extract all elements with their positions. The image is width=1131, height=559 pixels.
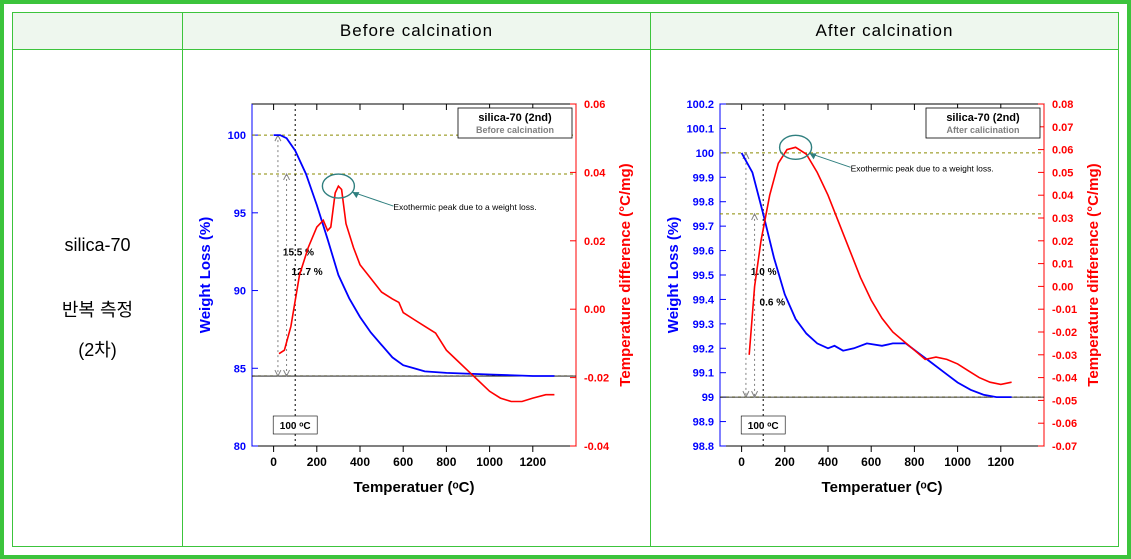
svg-text:800: 800 bbox=[436, 455, 456, 469]
svg-text:0.03: 0.03 bbox=[1052, 213, 1073, 225]
svg-text:99.1: 99.1 bbox=[692, 367, 713, 379]
chart-svg-after: 0 200 400 600 800 1000 1200 98.8 98.9 99 99.1 99.2 9… bbox=[660, 86, 1110, 506]
svg-text:-0.01: -0.01 bbox=[1052, 304, 1077, 316]
svg-text:Before calcination: Before calcination bbox=[475, 125, 553, 135]
svg-text:0.05: 0.05 bbox=[1052, 167, 1073, 179]
svg-text:0.6 %: 0.6 % bbox=[759, 297, 785, 308]
svg-text:99.3: 99.3 bbox=[692, 318, 713, 330]
svg-text:80: 80 bbox=[233, 441, 245, 453]
svg-text:0.06: 0.06 bbox=[584, 99, 605, 111]
svg-text:95: 95 bbox=[233, 207, 245, 219]
svg-text:Temperatuer (ᵒC): Temperatuer (ᵒC) bbox=[821, 479, 942, 496]
svg-text:Temperatuer (ᵒC): Temperatuer (ᵒC) bbox=[353, 479, 474, 496]
cell-before: 0 200 400 600 800 1000 1200 80 85 90 95 100 -0.04 -0.… bbox=[183, 50, 651, 547]
svg-text:-0.02: -0.02 bbox=[1052, 327, 1077, 339]
svg-text:99.2: 99.2 bbox=[692, 343, 713, 355]
svg-text:99.9: 99.9 bbox=[692, 172, 713, 184]
svg-text:99.6: 99.6 bbox=[692, 245, 713, 257]
row-label-line2: 반복 측정 bbox=[17, 291, 178, 331]
svg-text:-0.06: -0.06 bbox=[1052, 418, 1077, 430]
svg-text:200: 200 bbox=[306, 455, 326, 469]
svg-text:Temperature difference (°C/mg): Temperature difference (°C/mg) bbox=[617, 163, 634, 386]
cell-after: 0 200 400 600 800 1000 1200 98.8 98.9 99 99.1 99.2 9… bbox=[651, 50, 1119, 547]
svg-text:-0.05: -0.05 bbox=[1052, 395, 1077, 407]
svg-text:silica-70 (2nd): silica-70 (2nd) bbox=[478, 112, 552, 124]
svg-text:0.04: 0.04 bbox=[584, 167, 606, 179]
svg-text:90: 90 bbox=[233, 285, 245, 297]
chart-after: 0 200 400 600 800 1000 1200 98.8 98.9 99 99.1 99.2 9… bbox=[660, 86, 1110, 506]
row-label-cell: silica-70 반복 측정 (2차) bbox=[13, 50, 183, 547]
svg-text:800: 800 bbox=[904, 455, 924, 469]
svg-text:600: 600 bbox=[393, 455, 413, 469]
svg-text:0.01: 0.01 bbox=[1052, 258, 1073, 270]
svg-text:0.08: 0.08 bbox=[1052, 99, 1073, 111]
svg-text:After calicination: After calicination bbox=[946, 125, 1019, 135]
svg-text:400: 400 bbox=[817, 455, 837, 469]
layout-table: Before calcination After calcination sil… bbox=[12, 12, 1119, 547]
svg-text:0.02: 0.02 bbox=[1052, 235, 1073, 247]
svg-text:1.0 %: 1.0 % bbox=[750, 267, 776, 278]
svg-text:Exothermic peak due to a weigh: Exothermic peak due to a weight loss. bbox=[393, 202, 536, 212]
svg-text:100.2: 100.2 bbox=[686, 99, 714, 111]
svg-text:15.5 %: 15.5 % bbox=[282, 247, 313, 258]
svg-text:0.00: 0.00 bbox=[584, 304, 605, 316]
svg-text:400: 400 bbox=[349, 455, 369, 469]
svg-text:-0.04: -0.04 bbox=[1052, 372, 1078, 384]
page-root: Before calcination After calcination sil… bbox=[0, 0, 1131, 559]
chart-svg-before: 0 200 400 600 800 1000 1200 80 85 90 95 100 -0.04 -0.… bbox=[192, 86, 642, 506]
svg-text:85: 85 bbox=[233, 363, 245, 375]
table-row: silica-70 반복 측정 (2차) 0200400600800100012… bbox=[13, 50, 1119, 547]
svg-text:0.04: 0.04 bbox=[1052, 190, 1074, 202]
chart-before: 0 200 400 600 800 1000 1200 80 85 90 95 100 -0.04 -0.… bbox=[192, 86, 642, 506]
svg-text:200: 200 bbox=[774, 455, 794, 469]
svg-text:Weight Loss (%): Weight Loss (%) bbox=[197, 216, 214, 332]
svg-text:99.8: 99.8 bbox=[692, 196, 713, 208]
svg-text:600: 600 bbox=[861, 455, 881, 469]
svg-text:0: 0 bbox=[270, 455, 277, 469]
svg-text:100.1: 100.1 bbox=[686, 123, 714, 135]
svg-text:1000: 1000 bbox=[476, 455, 503, 469]
table-header-row: Before calcination After calcination bbox=[13, 13, 1119, 50]
header-before: Before calcination bbox=[183, 13, 651, 50]
svg-text:100 ᵒC: 100 ᵒC bbox=[747, 421, 778, 432]
row-label-line1: silica-70 bbox=[17, 226, 178, 266]
svg-text:Exothermic peak due to a weigh: Exothermic peak due to a weight loss. bbox=[850, 163, 993, 173]
svg-text:-0.07: -0.07 bbox=[1052, 441, 1077, 453]
svg-text:silica-70 (2nd): silica-70 (2nd) bbox=[946, 112, 1020, 124]
svg-text:99.7: 99.7 bbox=[692, 221, 713, 233]
svg-text:0.02: 0.02 bbox=[584, 235, 605, 247]
spacer bbox=[17, 265, 178, 291]
svg-text:1000: 1000 bbox=[944, 455, 971, 469]
svg-text:99.4: 99.4 bbox=[692, 294, 714, 306]
svg-text:98.9: 98.9 bbox=[692, 416, 713, 428]
svg-text:0.00: 0.00 bbox=[1052, 281, 1073, 293]
svg-text:Temperature difference (°C/mg): Temperature difference (°C/mg) bbox=[1085, 163, 1102, 386]
svg-text:98.8: 98.8 bbox=[692, 441, 713, 453]
svg-text:99: 99 bbox=[701, 392, 713, 404]
svg-text:12.7 %: 12.7 % bbox=[291, 267, 322, 278]
svg-text:Weight Loss (%): Weight Loss (%) bbox=[665, 216, 682, 332]
svg-text:-0.03: -0.03 bbox=[1052, 349, 1077, 361]
svg-text:-0.02: -0.02 bbox=[584, 372, 609, 384]
svg-text:1200: 1200 bbox=[519, 455, 546, 469]
svg-text:1200: 1200 bbox=[987, 455, 1014, 469]
row-label-line3: (2차) bbox=[17, 331, 178, 371]
svg-text:0.06: 0.06 bbox=[1052, 144, 1073, 156]
svg-text:0: 0 bbox=[738, 455, 745, 469]
svg-text:-0.04: -0.04 bbox=[584, 441, 610, 453]
svg-text:99.5: 99.5 bbox=[692, 270, 713, 282]
svg-text:100 ᵒC: 100 ᵒC bbox=[279, 421, 310, 432]
header-empty bbox=[13, 13, 183, 50]
svg-text:100: 100 bbox=[695, 147, 713, 159]
header-after: After calcination bbox=[651, 13, 1119, 50]
svg-text:0.07: 0.07 bbox=[1052, 121, 1073, 133]
svg-text:100: 100 bbox=[227, 130, 245, 142]
